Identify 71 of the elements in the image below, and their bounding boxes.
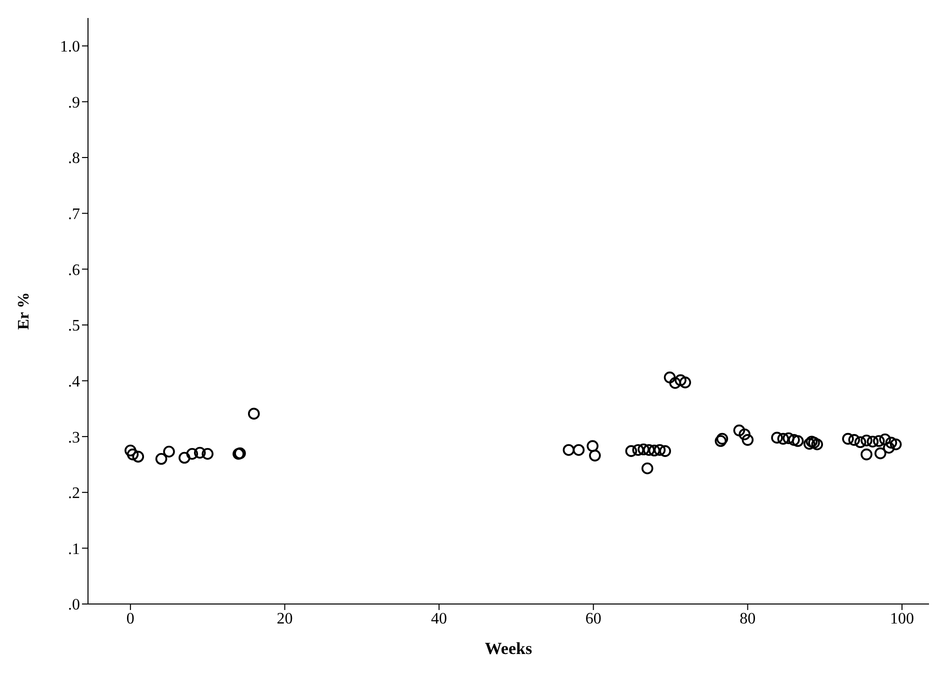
point xyxy=(879,433,891,446)
point xyxy=(194,446,206,459)
point xyxy=(874,447,886,460)
point xyxy=(808,436,820,449)
point xyxy=(679,376,692,388)
point xyxy=(124,444,136,456)
point xyxy=(854,436,866,448)
point xyxy=(866,436,879,448)
x-tick-label: 60 xyxy=(585,610,602,628)
y-tick-label: .1 xyxy=(68,540,80,558)
point xyxy=(882,442,895,454)
point xyxy=(654,444,666,456)
point xyxy=(771,432,783,444)
point xyxy=(643,444,655,456)
y-tick-label: .8 xyxy=(68,150,80,168)
point xyxy=(648,444,660,456)
y-axis-title: Er % xyxy=(16,292,33,330)
point xyxy=(848,434,860,446)
point xyxy=(804,438,816,450)
point xyxy=(562,444,575,456)
y-tick-label: .6 xyxy=(68,262,80,279)
x-tick-label: 40 xyxy=(431,610,448,628)
y-tick-label: .2 xyxy=(68,485,80,502)
point xyxy=(806,436,818,448)
y-tick-label: 1.0 xyxy=(60,38,80,56)
point xyxy=(669,377,682,389)
x-tick-label: 20 xyxy=(276,610,293,628)
x-tick-label: 80 xyxy=(740,610,756,628)
point xyxy=(890,438,902,450)
point xyxy=(126,448,139,460)
y-tick-label: .4 xyxy=(68,373,80,390)
point xyxy=(248,408,260,420)
point xyxy=(742,434,754,446)
point xyxy=(811,438,824,450)
point xyxy=(872,435,885,447)
point xyxy=(860,448,872,460)
point xyxy=(664,372,676,384)
point xyxy=(733,424,746,436)
x-tick-label: 100 xyxy=(890,610,914,628)
point xyxy=(788,434,800,446)
point xyxy=(186,448,198,460)
point xyxy=(163,446,175,458)
point xyxy=(716,432,728,445)
point xyxy=(586,440,598,452)
x-axis-title: Weeks xyxy=(484,639,532,658)
point xyxy=(589,450,601,462)
point xyxy=(632,444,644,456)
point xyxy=(860,434,872,446)
y-tick-label: .7 xyxy=(68,206,80,224)
point xyxy=(178,452,190,464)
point xyxy=(714,435,727,447)
point xyxy=(625,445,638,457)
y-tick-label: .0 xyxy=(68,596,80,614)
y-tick-label: .3 xyxy=(68,429,80,446)
point xyxy=(674,374,686,386)
point xyxy=(572,444,585,456)
y-tick-label: .9 xyxy=(68,94,80,112)
point xyxy=(792,435,804,447)
point xyxy=(132,450,144,463)
point xyxy=(885,436,898,449)
point xyxy=(202,448,214,460)
point xyxy=(659,445,672,457)
point xyxy=(782,432,794,444)
point xyxy=(641,462,654,474)
point xyxy=(155,452,168,465)
point xyxy=(777,432,790,445)
x-tick-label: 0 xyxy=(126,610,134,628)
point xyxy=(738,428,750,440)
point xyxy=(842,432,854,445)
point xyxy=(638,444,650,456)
y-tick-label: .5 xyxy=(68,318,80,335)
